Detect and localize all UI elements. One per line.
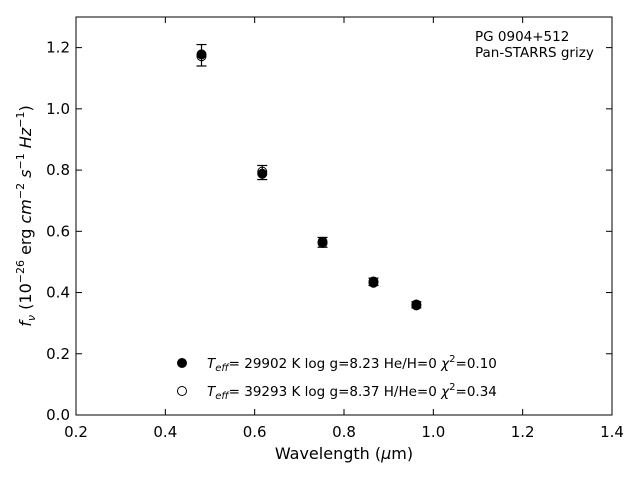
x-tick-label: 1.2 [511,423,535,441]
y-tick-label: 0.0 [46,406,70,424]
y-tick-label: 1.0 [46,100,70,118]
y-tick-label: 1.2 [46,39,70,57]
annotation-line-1: PG 0904+512 [475,29,569,45]
y-tick-label: 0.4 [46,284,70,302]
legend-label-he-h: Teff= 29902 K log g=8.23 He/H=0 χ2=0.10 [207,354,497,374]
plot-frame [75,16,613,416]
data-points [196,43,422,311]
x-tick-label: 1.0 [421,423,445,441]
legend-marker-filled [177,358,187,368]
x-tick-label: 0.2 [64,423,88,441]
legend-item-he-h: Teff= 29902 K log g=8.23 He/H=0 χ2=0.10 [177,354,497,374]
figure-annotation: PG 0904+512 Pan-STARRS grizy [475,29,594,61]
x-tick-label: 1.4 [600,423,624,441]
y-tick-label: 0.8 [46,161,70,179]
y-tick-label: 0.2 [46,345,70,363]
y-axis-title: fν (10−26 erg cm−2 s−1 Hz−1) [14,105,38,326]
y-tick-label: 0.6 [46,222,70,240]
x-axis-title: Wavelength (μm) [275,444,413,463]
x-tick-label: 0.4 [153,423,177,441]
annotation-line-2: Pan-STARRS grizy [475,45,594,61]
x-tick-label: 0.6 [243,423,267,441]
legend-label-h-he: Teff= 39293 K log g=8.37 H/He=0 χ2=0.34 [207,382,497,402]
legend-item-h-he: Teff= 39293 K log g=8.37 H/He=0 χ2=0.34 [177,382,497,402]
axis-ticks: 0.2 0.4 0.6 0.8 1.0 1.2 1.40.00.20.40.60.81.01… [46,17,624,441]
legend: Teff= 29902 K log g=8.23 He/H=0 χ2=0.10 … [177,354,497,402]
legend-marker-open [177,386,187,396]
x-tick-label: 0.8 [332,423,356,441]
